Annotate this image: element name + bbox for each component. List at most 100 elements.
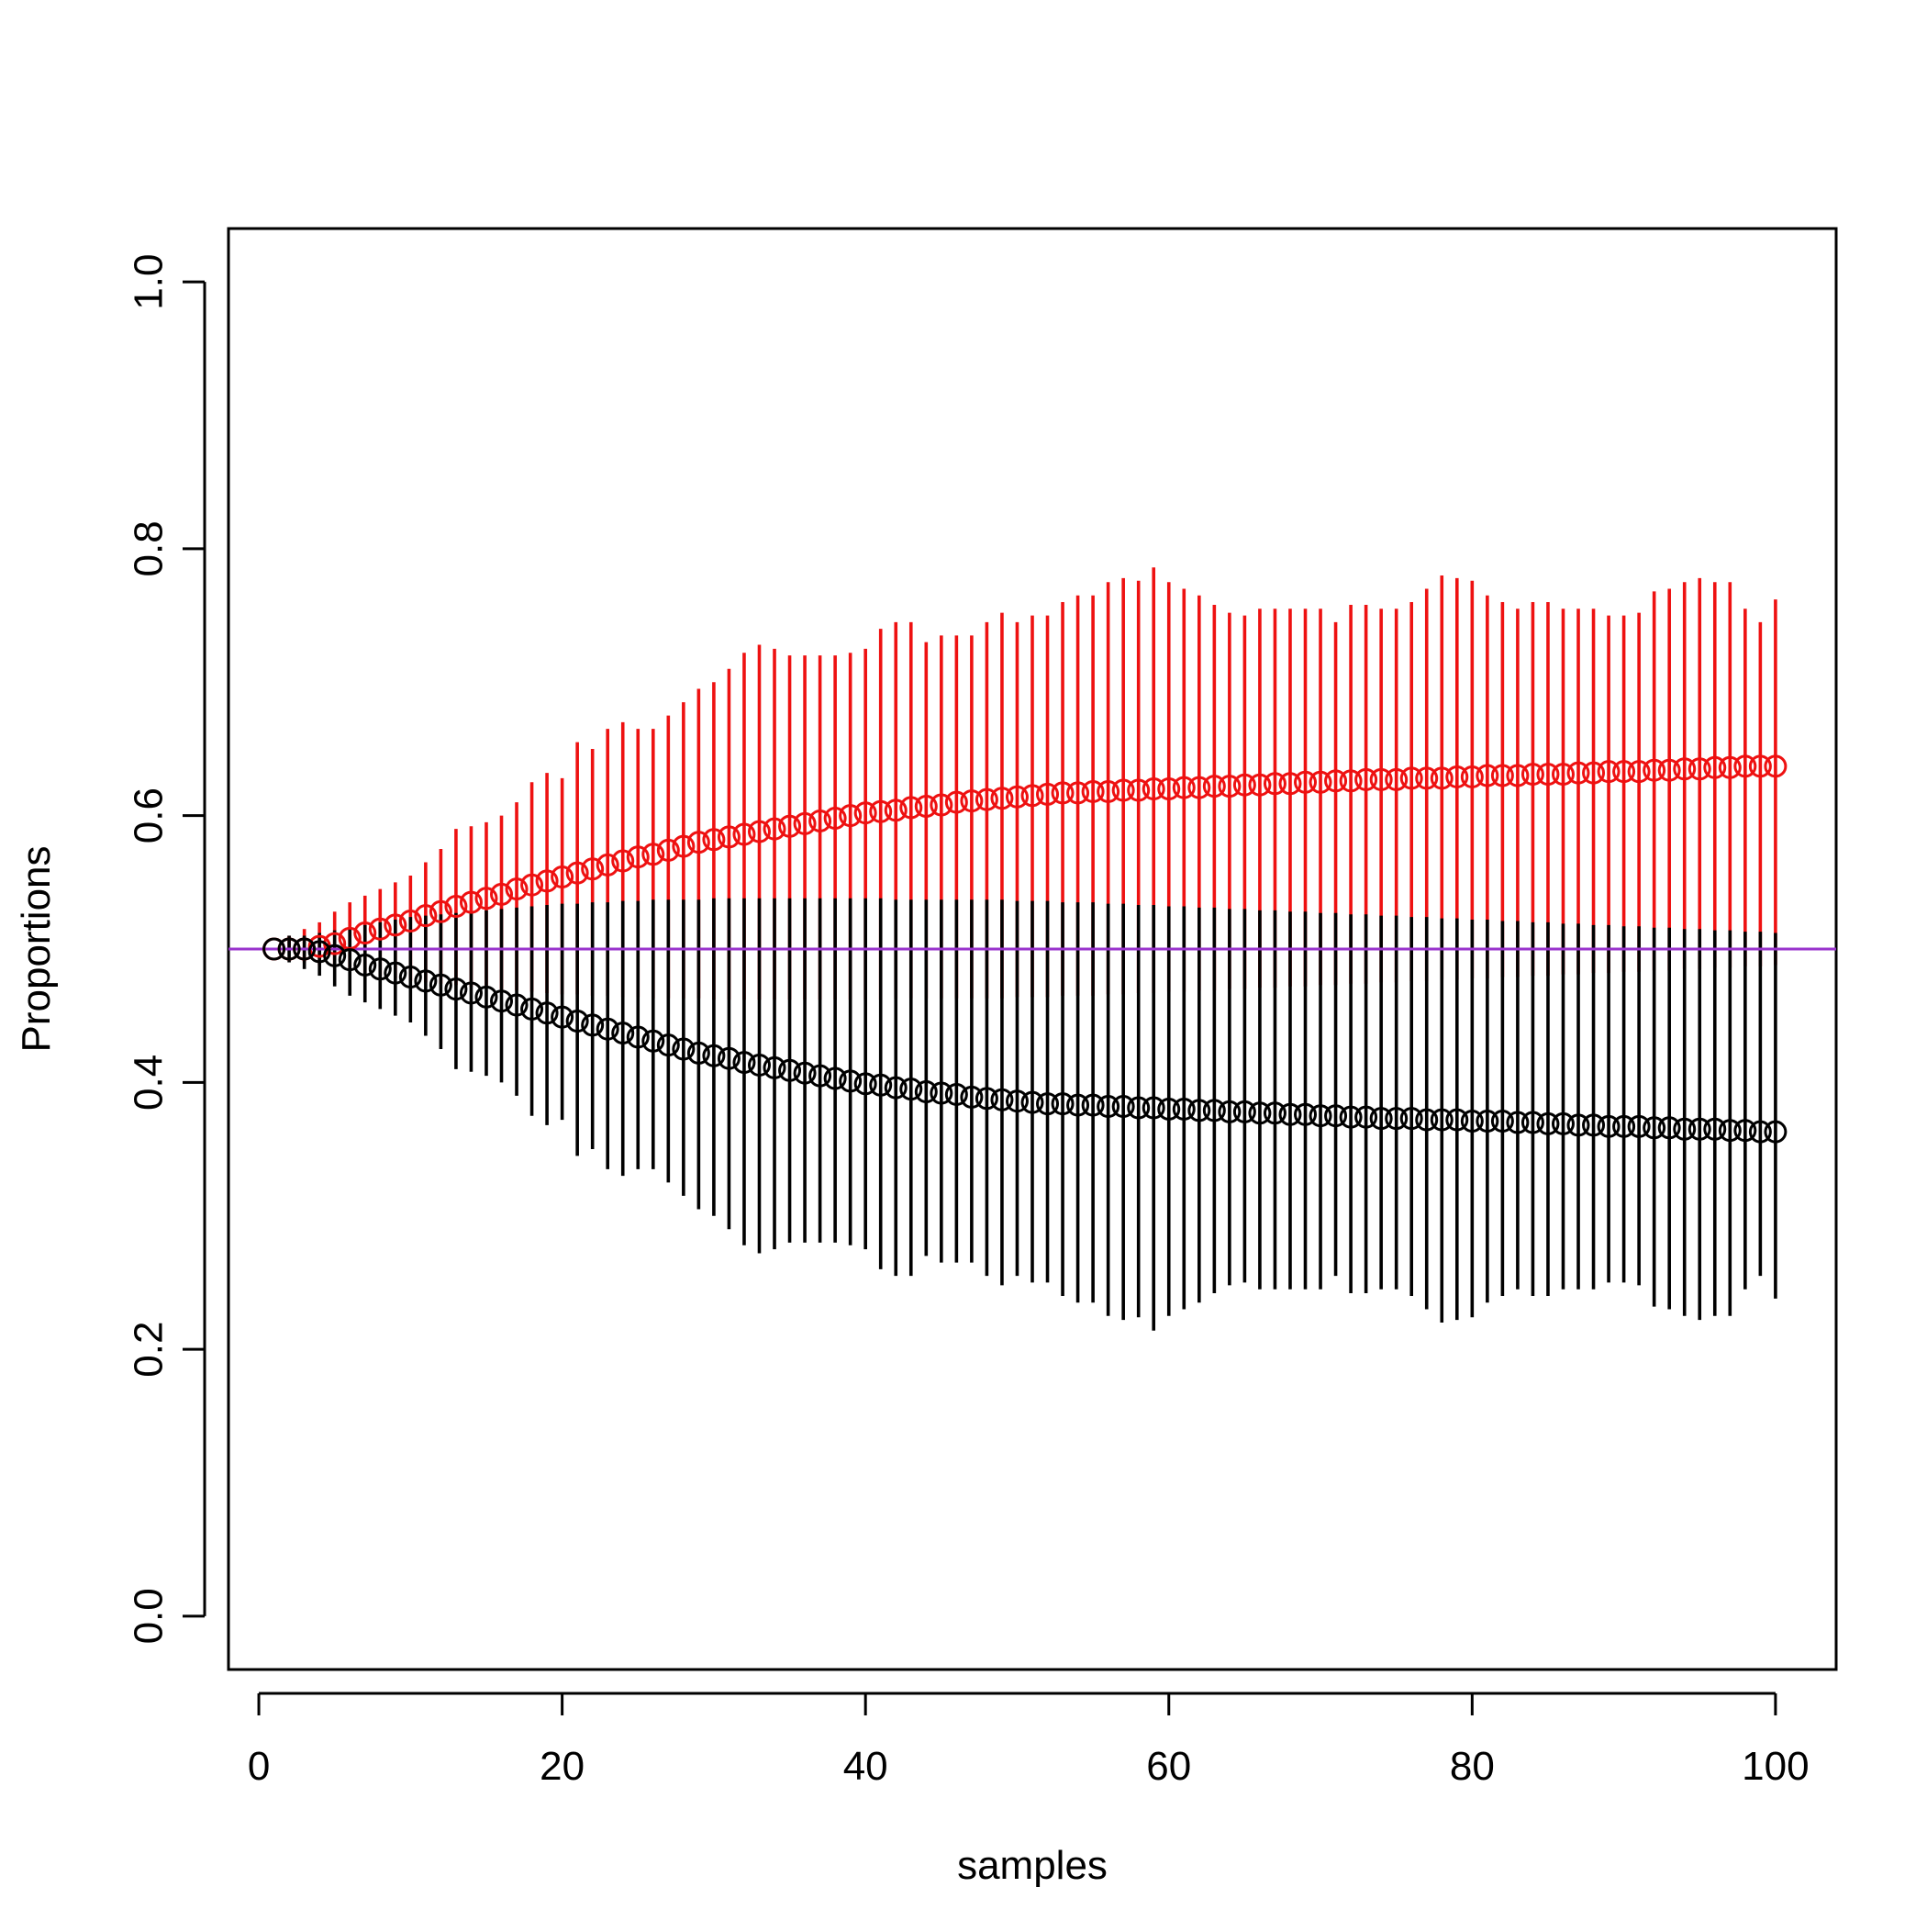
data-point [763, 817, 786, 841]
data-point [1218, 1100, 1242, 1123]
data-point [884, 798, 908, 822]
data-point [1430, 766, 1454, 790]
data-point [763, 1055, 786, 1079]
data-point [1703, 755, 1727, 779]
data-point [459, 981, 483, 1005]
data-point [914, 794, 938, 818]
data-point [551, 1005, 574, 1029]
data-point [732, 822, 756, 846]
data-point [1703, 1117, 1727, 1141]
data-point [565, 1010, 589, 1033]
data-point [1324, 1104, 1348, 1128]
data-point [1097, 1095, 1120, 1119]
data-point [353, 921, 377, 945]
data-point [778, 1058, 802, 1082]
y-axis-label: Proportions [14, 845, 59, 1052]
data-point [672, 834, 696, 858]
data-point [1369, 1107, 1393, 1131]
data-point [1399, 766, 1423, 790]
data-point [1490, 764, 1514, 787]
data-point [384, 913, 407, 937]
data-point [565, 861, 589, 885]
data-point [1551, 1111, 1575, 1135]
data-point [1202, 1099, 1226, 1122]
data-point [1020, 1090, 1044, 1114]
data-point [1597, 1114, 1621, 1138]
data-point [1551, 763, 1575, 787]
data-point [1582, 761, 1606, 785]
data-point [1157, 1097, 1181, 1121]
data-point [1020, 784, 1044, 808]
data-point [1718, 755, 1742, 779]
data-point [1657, 758, 1681, 782]
data-point [1643, 1116, 1666, 1140]
data-point [930, 793, 953, 817]
data-point [1005, 785, 1029, 809]
data-point [414, 904, 438, 928]
data-point [520, 873, 544, 897]
x-tick-label: 60 [1146, 1744, 1191, 1789]
data-point [1612, 760, 1636, 784]
data-point [1445, 1108, 1469, 1132]
data-point [1097, 779, 1120, 803]
y-tick-label: 0.8 [127, 520, 172, 576]
data-point [1218, 775, 1242, 798]
data-point [1294, 770, 1318, 794]
data-point [1172, 1097, 1196, 1121]
data-point [1051, 781, 1075, 805]
data-point [535, 869, 559, 893]
data-point [839, 1069, 863, 1093]
data-point [444, 977, 468, 1001]
data-point [1354, 767, 1378, 791]
data-point [1627, 1114, 1651, 1138]
data-point [474, 887, 498, 910]
data-point [1036, 782, 1060, 806]
data-point [747, 1053, 771, 1077]
data-point [1460, 765, 1484, 788]
data-point [975, 1087, 998, 1111]
y-tick-label: 0.0 [127, 1588, 172, 1644]
data-point [1369, 767, 1393, 791]
y-tick-label: 0.2 [127, 1322, 172, 1378]
data-point [853, 801, 877, 825]
data-point [293, 937, 317, 961]
data-point [793, 1061, 817, 1085]
data-point [459, 890, 483, 914]
data-point [1582, 1113, 1606, 1137]
data-point [990, 787, 1014, 810]
data-point [1309, 1104, 1332, 1128]
data-point [839, 804, 863, 828]
data-point [1415, 1108, 1439, 1132]
data-point [338, 948, 362, 972]
data-point [1520, 1111, 1544, 1134]
data-point [1490, 1110, 1514, 1134]
data-point [869, 799, 893, 823]
data-point [778, 814, 802, 838]
plot-area [228, 567, 1836, 1331]
x-tick-label: 0 [248, 1744, 270, 1789]
data-point [368, 917, 392, 941]
data-point [1566, 761, 1590, 785]
data-point [1263, 1101, 1287, 1125]
data-point [1111, 1095, 1135, 1119]
data-point [1688, 757, 1711, 781]
data-point [1232, 773, 1256, 797]
data-point [307, 940, 331, 964]
data-point [596, 853, 619, 877]
data-point [884, 1076, 908, 1100]
data-point [899, 1078, 923, 1101]
data-point [1278, 1102, 1302, 1126]
data-point [384, 961, 407, 985]
data-point [611, 849, 635, 873]
data-point [262, 937, 286, 961]
data-point [1309, 770, 1332, 794]
data-point [1643, 758, 1666, 782]
data-point [353, 953, 377, 977]
data-point [1718, 1119, 1742, 1143]
data-point [1627, 760, 1651, 784]
data-point [626, 845, 650, 869]
data-point [505, 993, 529, 1017]
data-point [1187, 1099, 1211, 1122]
data-point [414, 969, 438, 993]
